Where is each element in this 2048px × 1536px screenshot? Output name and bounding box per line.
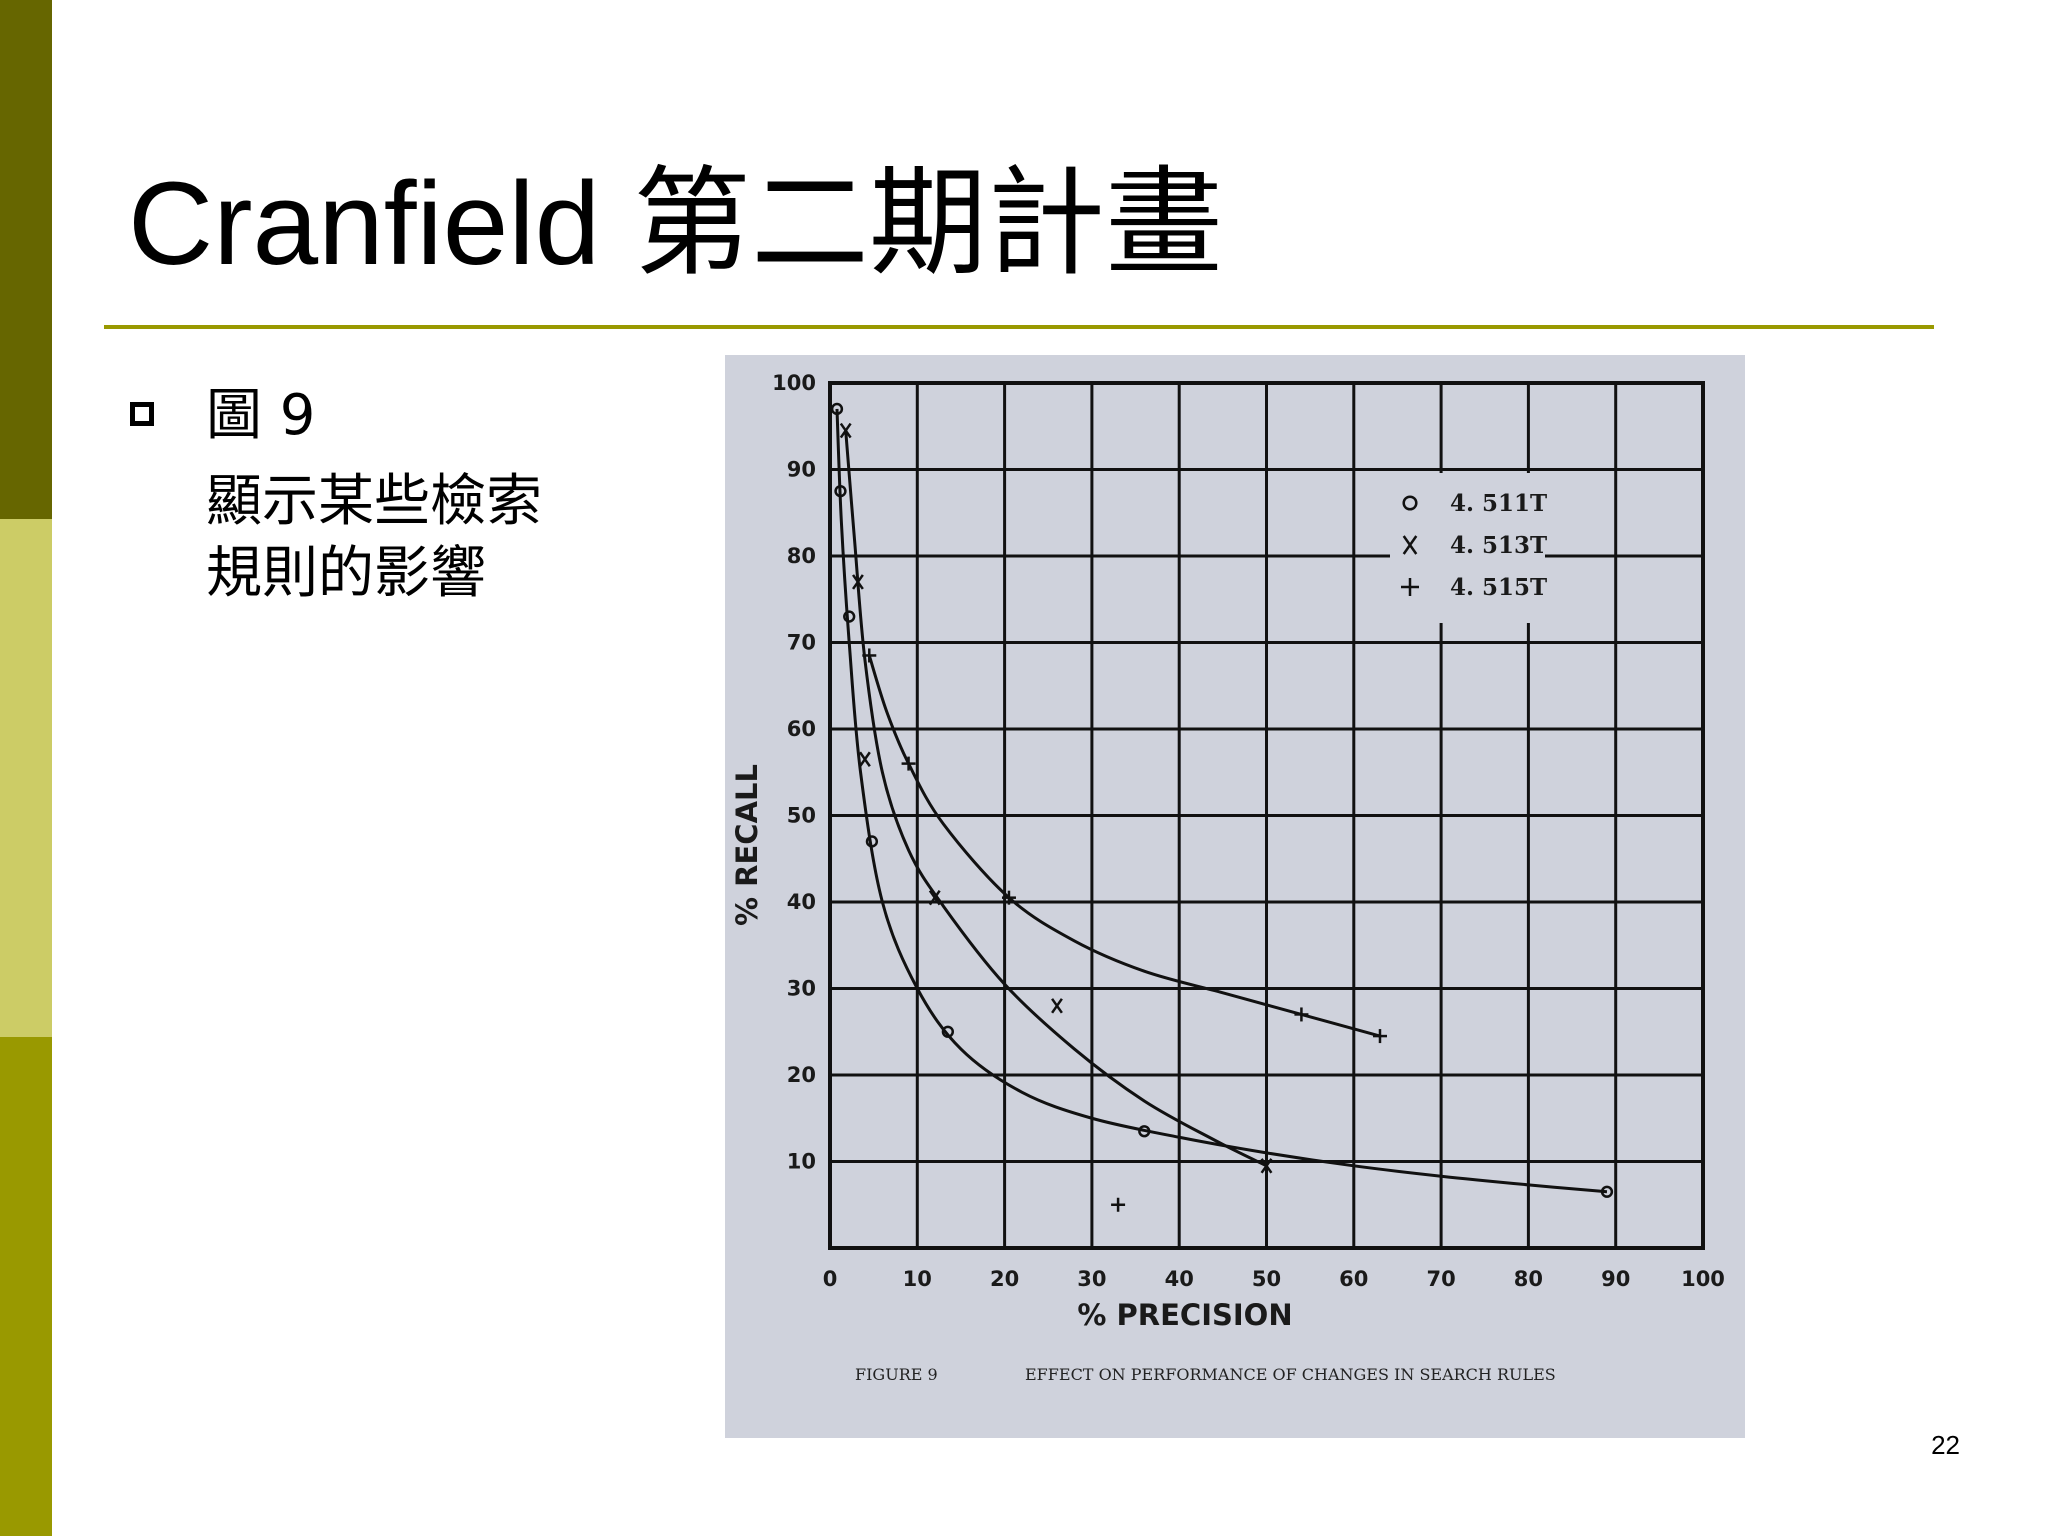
chart-grid [828,381,1705,1250]
legend-marker [1402,535,1418,555]
curve-series-4515T [867,655,1381,1038]
decor-bar-top [0,0,52,519]
x-tick-label: 50 [1252,1267,1281,1291]
data-point-4513T [852,574,864,590]
square-bullet-icon [130,402,154,426]
data-point-4513T [1260,1158,1273,1174]
legend-label: 4. 515T [1450,574,1547,601]
marker-stroke [1402,535,1418,555]
slide-title: Cranfield 第二期計畫 [128,158,1224,290]
bullet-line: 規則的影響 [206,541,486,606]
curve-series-4513T [844,430,1268,1168]
x-tick-label: 20 [990,1267,1019,1291]
y-tick-label: 30 [787,977,816,1001]
figure-caption-number: FIGURE 9 [855,1365,938,1384]
y-tick-label: 40 [787,890,816,914]
x-tick-label: 60 [1339,1267,1368,1291]
data-point-4515T [862,648,877,663]
bullet-line: 顯示某些檢索 [206,469,542,534]
x-tick-label: 100 [1681,1267,1725,1291]
data-point-4513T [858,751,871,767]
y-tick-label: 90 [787,458,816,482]
data-point-4515T [1001,890,1016,905]
x-tick-label: 10 [903,1267,932,1291]
bullet-heading: 圖 9 [206,383,316,448]
plot-frame [828,381,1705,1250]
y-tick-label: 80 [787,544,816,568]
data-point-4511T [941,1025,955,1038]
x-tick-label: 30 [1077,1267,1106,1291]
y-tick-label: 70 [787,631,816,655]
data-point-4513T [839,422,852,439]
data-point-4511T [830,402,844,416]
data-point-4515T [1111,1197,1126,1212]
y-tick-label: 50 [787,804,816,828]
data-point-4511T [834,484,847,498]
data-point-4515T [901,756,916,771]
data-point-4513T [1051,998,1063,1014]
data-point-4511T [843,610,856,623]
x-tick-label: 80 [1514,1267,1543,1291]
y-tick-label: 20 [787,1063,816,1087]
figure-caption-title: EFFECT ON PERFORMANCE OF CHANGES IN SEAR… [1025,1365,1556,1384]
data-point-4511T [1138,1125,1151,1138]
marker-stroke [1051,998,1063,1014]
marker-stroke [839,422,852,439]
x-tick-label: 0 [823,1267,838,1291]
data-point-4511T [1600,1185,1614,1198]
chart-legend: 4. 511T 4. 513T 4. 515T [1390,473,1547,623]
y-tick-label: 60 [787,717,816,741]
legend-marker [1402,495,1418,511]
chart-axes [828,381,1705,1250]
y-tick-label: 100 [772,371,816,395]
marker-stroke [852,574,864,590]
x-tick-label: 40 [1165,1267,1194,1291]
legend-label: 4. 511T [1450,490,1547,517]
decor-bar-bottom [0,1037,52,1536]
data-point-4515T [1294,1007,1309,1022]
x-tick-label: 70 [1426,1267,1455,1291]
chart-tick-labels: 0 10 20 30 40 50 60 70 80 90 100 10 20 30 40 50 60 70 80 90… [772,371,1725,1291]
bullet-list: 圖 9 顯示某些檢索 規則的影響 [130,380,650,610]
chart-points [830,402,1614,1212]
page-number: 22 [1931,1430,1960,1460]
marker-stroke [928,889,941,906]
curve-series-4511T [835,408,1608,1194]
x-axis-label: % PRECISION [1077,1298,1292,1332]
x-tick-label: 90 [1601,1267,1630,1291]
decor-bar-middle [0,519,52,1037]
title-divider [104,325,1934,329]
marker-stroke [858,751,871,767]
data-point-4513T [928,889,941,906]
legend-box [1390,473,1545,623]
y-axis-label: % RECALL [730,764,764,926]
data-point-4515T [1372,1029,1387,1044]
marker-stroke [1260,1158,1273,1174]
bullet-text: 顯示某些檢索 規則的影響 [206,466,650,610]
bullet-item: 圖 9 顯示某些檢索 規則的影響 [130,380,650,610]
y-tick-label: 10 [787,1150,816,1174]
recall-precision-chart: 0 10 20 30 40 50 60 70 80 90 100 10 20 30 40 50 60 70 80 90… [730,371,1725,1384]
data-point-4511T [865,835,879,848]
chart-curves [835,408,1608,1194]
figure-9-image: 0 10 20 30 40 50 60 70 80 90 100 10 20 30 40 50 60 70 80 90… [725,355,1745,1438]
legend-marker [1401,578,1419,596]
legend-label: 4. 513T [1450,532,1547,559]
